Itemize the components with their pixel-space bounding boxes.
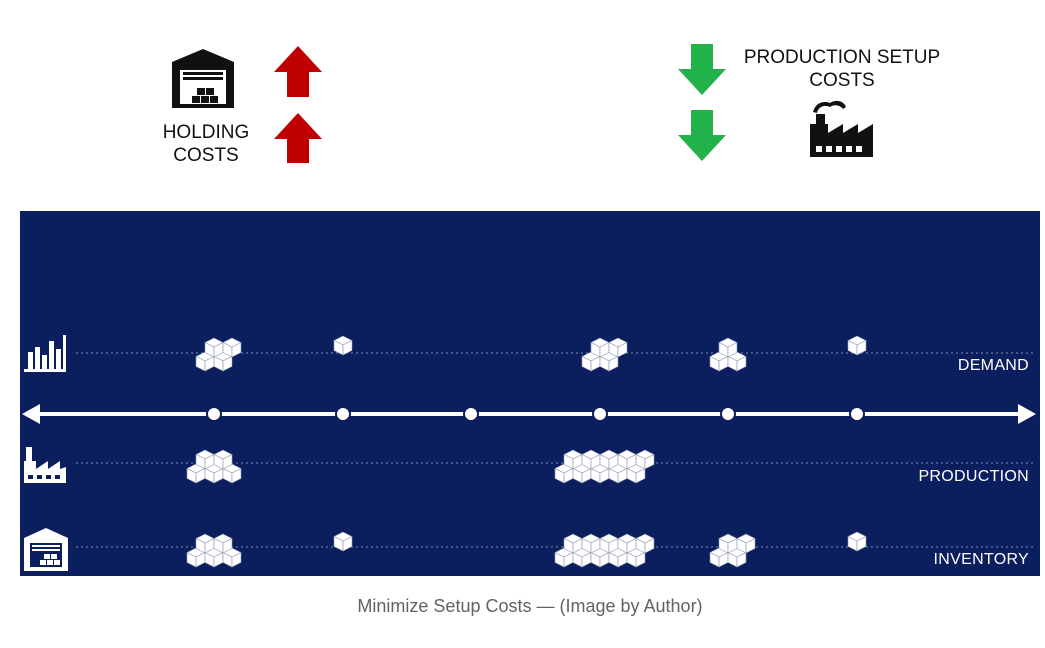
box-icon [222, 337, 242, 358]
box-icon [333, 335, 353, 356]
bar-chart-icon [24, 335, 66, 372]
box-icon [617, 449, 637, 470]
production-setup-costs-label: PRODUCTION SETUP COSTS [730, 46, 954, 92]
inventory-box-stack [847, 531, 867, 552]
warehouse-icon [24, 528, 68, 571]
demand-box-stack [581, 337, 628, 372]
up-arrow-group [274, 46, 322, 163]
warehouse-icon [172, 49, 234, 108]
box-icon [635, 533, 655, 554]
period-marker [463, 406, 479, 422]
demand-box-stack [195, 337, 242, 372]
production-box-stack [186, 449, 242, 484]
period-marker [720, 406, 736, 422]
timeline-panel: DEMAND PRODUCTION INVENTORY [20, 211, 1040, 576]
factory-icon [810, 100, 873, 157]
box-icon [599, 533, 619, 554]
period-marker [592, 406, 608, 422]
down-arrow-icon [678, 110, 726, 161]
box-icon [195, 449, 215, 470]
box-icon [333, 531, 353, 552]
holding-costs-label: HOLDING COSTS [150, 121, 262, 167]
inventory-box-stack [186, 533, 242, 568]
demand-row-label: DEMAND [957, 357, 1029, 374]
box-icon [563, 533, 583, 554]
time-axis [22, 404, 1036, 424]
inventory-row-label: INVENTORY [933, 551, 1029, 568]
box-icon [204, 337, 224, 358]
period-marker [849, 406, 865, 422]
box-icon [617, 533, 637, 554]
axis-arrow-left-icon [22, 404, 40, 424]
demand-box-stack [709, 337, 747, 372]
box-icon [195, 533, 215, 554]
figure-caption: Minimize Setup Costs — (Image by Author) [357, 596, 703, 616]
demand-box-stack [847, 335, 867, 356]
box-icon [718, 337, 738, 358]
demand-box-stack [333, 335, 353, 356]
up-arrow-icon [274, 113, 322, 163]
box-icon [581, 533, 601, 554]
down-arrow-icon [678, 44, 726, 95]
box-icon [599, 449, 619, 470]
top-illustration [172, 44, 873, 163]
box-icon [581, 449, 601, 470]
production-box-stack [554, 449, 655, 484]
box-icon [718, 533, 738, 554]
box-icon [563, 449, 583, 470]
box-icon [635, 449, 655, 470]
axis-arrow-right-icon [1018, 404, 1036, 424]
inventory-box-stack [554, 533, 655, 568]
box-icon [847, 335, 867, 356]
production-row-label: PRODUCTION [918, 468, 1029, 485]
period-marker [335, 406, 351, 422]
holding-costs-line1: HOLDING [162, 122, 250, 143]
timeline-diagram [22, 335, 1036, 571]
box-icon [213, 449, 233, 470]
factory-icon [24, 447, 66, 483]
holding-costs-line2: COSTS [173, 145, 239, 166]
box-icon [590, 337, 610, 358]
inventory-box-stack [333, 531, 353, 552]
period-markers [206, 406, 865, 422]
setup-costs-line1: PRODUCTION SETUP [743, 47, 941, 68]
box-icon [213, 533, 233, 554]
box-icon [608, 337, 628, 358]
setup-costs-line2: COSTS [809, 70, 875, 91]
inventory-box-stack [709, 533, 756, 568]
box-icon [847, 531, 867, 552]
up-arrow-icon [274, 46, 322, 97]
box-stacks [186, 335, 867, 568]
period-marker [206, 406, 222, 422]
down-arrow-group [678, 44, 726, 161]
box-icon [736, 533, 756, 554]
